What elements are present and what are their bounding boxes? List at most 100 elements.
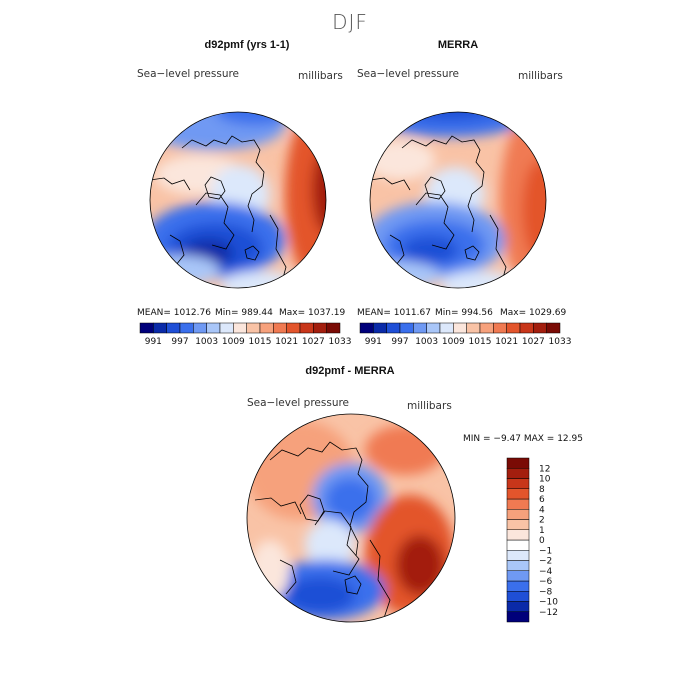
- colorbar-swatch: [533, 322, 547, 334]
- colorbar-tick-label: 1009: [222, 337, 245, 347]
- colorbar-swatch: [179, 322, 194, 334]
- stats-mean: MEAN= 1012.76: [137, 308, 211, 318]
- colorbar-tick-label: 997: [391, 337, 408, 347]
- colorbar-swatch: [313, 322, 327, 334]
- colorbar-tick-label: 8: [539, 485, 545, 495]
- stats-mean: MEAN= 1011.67: [357, 308, 431, 318]
- field-label: Sea−level pressure: [137, 68, 239, 80]
- panel-merra: MERRA Sea−level pressure millibars: [357, 39, 571, 347]
- colorbar-tick-label: 12: [539, 464, 550, 474]
- colorbar-swatch: [426, 322, 441, 334]
- colorbar-tick-label: −2: [539, 557, 552, 567]
- colorbar-swatch: [506, 529, 530, 541]
- colorbar-swatch: [326, 322, 341, 334]
- colorbar-swatch: [139, 322, 154, 334]
- colorbar-swatch: [506, 488, 530, 500]
- colorbar-tick-label: 2: [539, 516, 545, 526]
- map-field-difference: [247, 414, 455, 622]
- colorbar-swatch: [506, 611, 530, 623]
- colorbar-tick-label: 1027: [522, 337, 545, 347]
- field-label: Sea−level pressure: [247, 397, 349, 409]
- units-label: millibars: [518, 70, 563, 82]
- map-field-merra: [370, 112, 546, 288]
- panel-title: d92pmf - MERRA: [305, 365, 394, 377]
- figure-title: DJF: [332, 10, 368, 34]
- panel-model: d92pmf (yrs 1-1) Sea−level pressure mill…: [137, 39, 352, 347]
- stats-max: Max= 1037.19: [279, 308, 345, 318]
- colorbar-tick-label: −4: [539, 567, 553, 577]
- colorbar-tick-label: 1021: [495, 337, 518, 347]
- colorbar-tick-label: 1027: [302, 337, 325, 347]
- colorbar-swatch: [506, 519, 530, 530]
- colorbar-swatch: [259, 322, 274, 334]
- colorbar-tick-label: 1009: [442, 337, 465, 347]
- colorbar-tick-label: −10: [539, 598, 558, 608]
- units-label: millibars: [407, 400, 452, 412]
- colorbar-tick-label: 1033: [329, 337, 352, 347]
- colorbar-tick-label: 10: [539, 475, 551, 485]
- stats-minmax: MIN = −9.47 MAX = 12.95: [463, 434, 583, 444]
- colorbar-tick-label: 991: [365, 337, 382, 347]
- colorbar-tick-label: 997: [171, 337, 188, 347]
- colorbar-swatch: [506, 550, 530, 561]
- panel-title: MERRA: [438, 39, 478, 51]
- colorbar-tick-label: 1: [539, 526, 545, 536]
- colorbar-swatch: [506, 539, 530, 551]
- colorbar-tick-label: 1033: [549, 337, 572, 347]
- colorbar-tick-label: 1015: [469, 337, 492, 347]
- field-label: Sea−level pressure: [357, 68, 459, 80]
- colorbar-swatch: [506, 478, 530, 489]
- stats-min: Min= 994.56: [435, 308, 493, 318]
- colorbar-swatch: [413, 322, 427, 334]
- colorbar-swatch: [493, 322, 507, 334]
- colorbar-tick-label: −8: [539, 587, 553, 597]
- colorbar-tick-label: 1021: [275, 337, 298, 347]
- units-label: millibars: [298, 70, 343, 82]
- colorbar-swatch: [166, 322, 181, 334]
- colorbar-tick-label: 1003: [195, 337, 218, 347]
- colorbar-swatch: [386, 322, 401, 334]
- colorbar-merra: 991 997 1003 1009 1015 1021 1027 1033: [359, 322, 572, 347]
- colorbar-swatch: [233, 322, 247, 334]
- colorbar-swatch: [506, 580, 530, 592]
- colorbar-swatch: [506, 457, 530, 469]
- colorbar-tick-label: −12: [539, 608, 558, 618]
- colorbar-tick-label: 991: [145, 337, 162, 347]
- colorbar-swatch: [466, 322, 481, 334]
- colorbar-swatch: [299, 322, 314, 334]
- panel-difference: d92pmf - MERRA Sea−level pressure millib…: [246, 365, 583, 623]
- colorbar-model: 991 997 1003 1009 1015 1021 1027 1033: [139, 322, 352, 347]
- colorbar-swatch: [506, 591, 530, 602]
- panel-title: d92pmf (yrs 1-1): [205, 39, 290, 51]
- colorbar-swatch: [506, 509, 530, 520]
- colorbar-tick-label: 1003: [415, 337, 438, 347]
- colorbar-swatch: [439, 322, 454, 334]
- colorbar-swatch: [506, 498, 530, 510]
- map-field-model: [150, 112, 326, 288]
- colorbar-tick-label: 6: [539, 495, 545, 505]
- colorbar-swatch: [286, 322, 301, 334]
- colorbar-swatch: [219, 322, 234, 334]
- colorbar-swatch: [453, 322, 467, 334]
- colorbar-swatch: [479, 322, 494, 334]
- colorbar-swatch: [519, 322, 534, 334]
- colorbar-swatch: [206, 322, 221, 334]
- colorbar-tick-label: 4: [539, 505, 545, 515]
- colorbar-swatch: [153, 322, 167, 334]
- colorbar-tick-label: −6: [539, 577, 553, 587]
- colorbar-swatch: [506, 560, 530, 571]
- colorbar-swatch: [506, 468, 530, 479]
- colorbar-swatch: [359, 322, 374, 334]
- colorbar-swatch: [506, 570, 530, 582]
- stats-min: Min= 989.44: [215, 308, 273, 318]
- colorbar-swatch: [546, 322, 561, 334]
- colorbar-tick-label: −1: [539, 546, 552, 556]
- colorbar-swatch: [399, 322, 414, 334]
- colorbar-swatch: [246, 322, 261, 334]
- colorbar-swatch: [193, 322, 207, 334]
- colorbar-swatch: [506, 601, 530, 612]
- colorbar-swatch: [373, 322, 387, 334]
- colorbar-swatch: [273, 322, 287, 334]
- colorbar-tick-label: 1015: [249, 337, 272, 347]
